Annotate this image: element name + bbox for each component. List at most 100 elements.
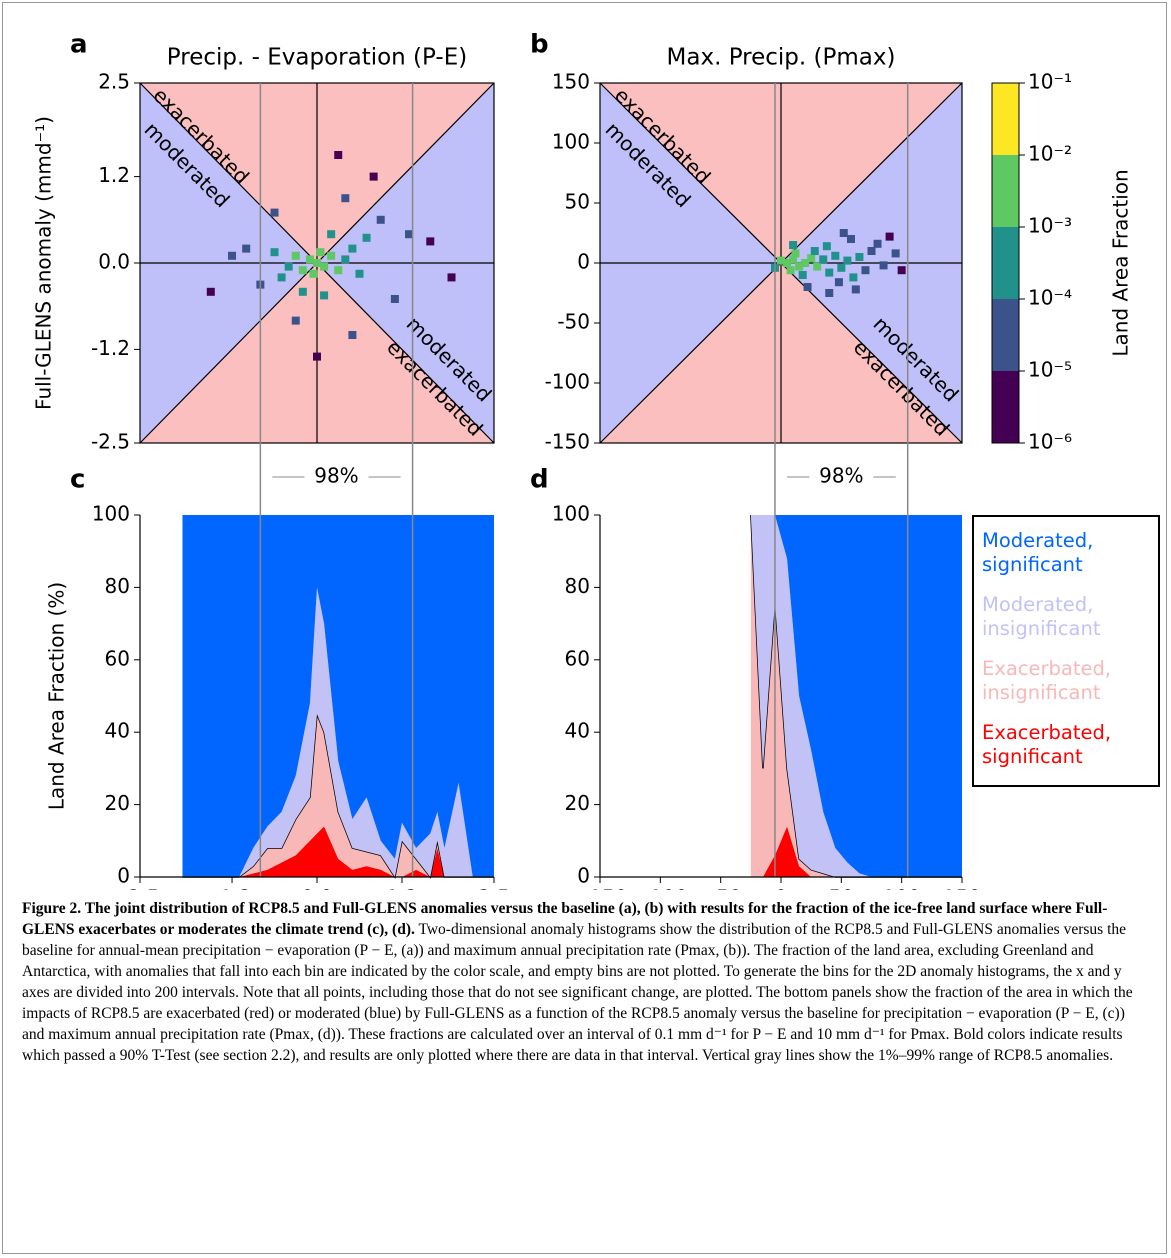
y-tick-label: 0 [117, 864, 130, 888]
legend-entry: Exacerbated, significant [982, 721, 1112, 768]
y-tick-label: 0 [577, 864, 590, 888]
range-label: 98% [819, 464, 863, 488]
histogram-cell [313, 259, 321, 267]
panel-letter: a [70, 30, 88, 60]
histogram-cell [270, 208, 279, 217]
histogram-cell [846, 235, 855, 243]
axes-frame [599, 82, 963, 444]
histogram-cell [284, 262, 293, 271]
y-tick-label: -1.2 [91, 336, 130, 360]
x-tick-label: -2.5 [120, 886, 159, 891]
x-tick-label: 100 [883, 886, 921, 891]
histogram-cell [362, 233, 371, 242]
x-tick-label: −100 [633, 886, 688, 891]
x-tick-label: −150 [573, 886, 628, 891]
colorbar-segment [992, 155, 1019, 227]
y-tick-label: 100 [552, 130, 590, 154]
histogram-cell [206, 287, 215, 296]
histogram-cell [867, 247, 876, 255]
panel-title: Precip. - Evaporation (P-E) [167, 45, 467, 71]
histogram-cell [447, 273, 456, 282]
histogram-cell [791, 249, 800, 258]
caption: Figure 2. The joint distribution of RCP8… [22, 898, 1150, 1066]
caption-text: Two-dimensional anomaly histograms show … [22, 921, 1133, 1064]
histogram-cell [837, 263, 846, 272]
histogram-cell [228, 251, 237, 260]
histogram-cell [839, 229, 848, 237]
histogram-cell [825, 268, 834, 277]
figure: exacerbatedmoderatedmoderatedexacerbated… [32, 30, 1133, 891]
histogram-cell [309, 269, 318, 278]
histogram-cell [879, 261, 888, 270]
x-tick-label: 0 [775, 886, 788, 891]
y-tick-label: -150 [545, 430, 590, 454]
colorbar-tick-label: 10⁻² [1028, 142, 1072, 166]
histogram-cell [825, 289, 834, 297]
panel-letter: d [530, 465, 549, 495]
stacked-area [750, 826, 962, 877]
y-tick-label: 2.5 [98, 70, 130, 94]
range-label: 98% [314, 464, 358, 488]
y-tick-label: 100 [552, 502, 590, 526]
histogram-cell [822, 242, 831, 251]
histogram-cell [376, 215, 385, 224]
colorbar-segment [992, 299, 1019, 371]
histogram-cell [277, 273, 286, 282]
histogram-cell [795, 262, 804, 271]
y-tick-label: 50 [565, 190, 590, 214]
y-tick-label: 0.0 [98, 250, 130, 274]
y-axis-label: Land Area Fraction (%) [45, 582, 69, 810]
y-tick-label: 20 [565, 791, 590, 815]
axes-spines [139, 515, 494, 878]
histogram-cell [783, 259, 792, 267]
y-tick-label: 80 [565, 574, 590, 598]
y-tick-label: -100 [545, 370, 590, 394]
histogram-cell [777, 256, 785, 265]
histogram-cell [891, 249, 900, 258]
y-tick-label: -2.5 [91, 430, 130, 454]
histogram-cell [810, 247, 819, 255]
axes-spines [599, 515, 962, 878]
histogram-cell [270, 248, 279, 257]
histogram-cell [798, 271, 807, 279]
histogram-cell [316, 248, 325, 257]
histogram-cell [803, 283, 812, 291]
histogram-cell [801, 259, 810, 267]
histogram-cell [369, 172, 378, 181]
x-tick-label: 1.2 [386, 886, 418, 891]
legend-entry: Moderated, insignificant [982, 593, 1101, 640]
colorbar-tick-label: 10⁻⁶ [1028, 430, 1072, 454]
y-tick-label: 100 [92, 502, 130, 526]
histogram-cell [320, 262, 329, 271]
histogram-cell [789, 255, 798, 264]
histogram-cell [334, 151, 343, 159]
histogram-cell [843, 256, 852, 265]
x-tick-label: -1.2 [213, 886, 252, 891]
colorbar-tick-label: 10⁻¹ [1028, 70, 1072, 94]
y-tick-label: -50 [557, 310, 590, 334]
stacked-area [182, 587, 495, 877]
y-tick-label: 40 [565, 719, 590, 743]
colorbar-frame [991, 82, 1020, 444]
y-tick-label: 80 [105, 574, 130, 598]
histogram-cell [327, 251, 336, 260]
legend-entry: Moderated, significant [982, 529, 1094, 576]
histogram-cell [313, 352, 321, 361]
legend: Moderated, significant Moderated, insigni… [972, 515, 1160, 787]
stacked-area [750, 515, 962, 877]
colorbar-tick-label: 10⁻⁴ [1028, 286, 1072, 310]
histogram-cell [348, 244, 357, 253]
histogram-cell [897, 266, 906, 275]
histogram-cell [831, 251, 840, 260]
panel-letter: b [530, 30, 549, 60]
colorbar-segment [992, 227, 1019, 299]
histogram-cell [341, 255, 350, 264]
y-tick-label: 40 [105, 719, 130, 743]
colorbar-tick-label: 10⁻³ [1028, 214, 1072, 238]
histogram-cell [298, 287, 307, 296]
histogram-cell [390, 295, 399, 303]
panel-letter: c [70, 465, 85, 495]
histogram-cell [834, 278, 843, 287]
x-tick-label: 2.5 [478, 886, 510, 891]
